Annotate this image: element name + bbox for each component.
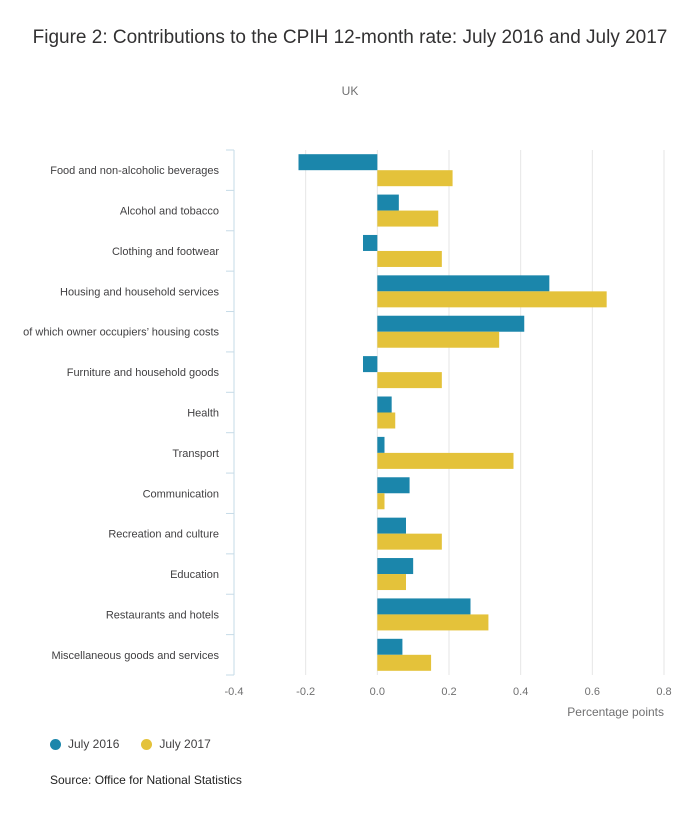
bar-july-2017[interactable]	[377, 291, 607, 308]
legend: July 2016 July 2017	[50, 737, 233, 751]
category-label: Communication	[143, 488, 219, 500]
x-axis-ticks: -0.4 -0.2 0.0 0.2 0.4 0.6 0.8	[225, 686, 672, 698]
legend-marker-july-2017	[141, 738, 153, 750]
category-label: Food and non-alcoholic beverages	[50, 165, 219, 177]
bar-july-2017[interactable]	[377, 170, 453, 187]
bar-july-2016[interactable]	[377, 275, 550, 292]
x-tick-label: 0.8	[656, 686, 671, 698]
category-label: Restaurants and hotels	[106, 609, 220, 621]
category-label: Miscellaneous goods and services	[51, 650, 219, 662]
gridlines	[305, 150, 665, 675]
bar-july-2016[interactable]	[377, 558, 414, 575]
legend-item-july-2017[interactable]: July 2017	[141, 737, 211, 751]
category-label: Clothing and footwear	[112, 246, 219, 258]
bar-july-2017[interactable]	[377, 614, 489, 631]
legend-marker-july-2016	[50, 738, 61, 750]
legend-label-july-2016: July 2016	[68, 737, 120, 751]
x-tick-label: 0.2	[441, 686, 456, 698]
bar-july-2017[interactable]	[377, 574, 406, 591]
legend-item-july-2016[interactable]: July 2016	[50, 737, 119, 751]
bar-july-2016[interactable]	[377, 436, 385, 453]
x-tick-label: 0.4	[513, 686, 528, 698]
x-tick-label: -0.4	[225, 686, 244, 698]
category-label: Furniture and household goods	[67, 367, 220, 379]
category-label: Alcohol and tobacco	[120, 206, 219, 218]
bar-july-2016[interactable]	[377, 477, 410, 494]
category-label: of which owner occupiers’ housing costs	[23, 327, 219, 339]
bar-july-2016[interactable]	[363, 234, 378, 251]
chart-title: Figure 2: Contributions to the CPIH 12-m…	[32, 27, 668, 48]
bar-july-2016[interactable]	[377, 315, 525, 332]
x-tick-label: 0.6	[585, 686, 600, 698]
source-note: Source: Office for National Statistics	[50, 773, 242, 787]
bar-july-2016[interactable]	[363, 356, 378, 373]
category-label: Education	[170, 569, 219, 581]
bar-july-2017[interactable]	[377, 493, 385, 510]
bar-july-2017[interactable]	[377, 452, 514, 469]
x-axis-title: Percentage points	[567, 705, 664, 719]
chart-subtitle: UK	[341, 84, 359, 98]
bar-july-2016[interactable]	[298, 154, 378, 171]
bar-july-2017[interactable]	[377, 331, 500, 348]
bar-july-2017[interactable]	[377, 210, 439, 227]
bar-july-2017[interactable]	[377, 372, 442, 389]
bar-july-2016[interactable]	[377, 396, 392, 413]
category-label: Health	[187, 408, 219, 420]
bar-july-2017[interactable]	[377, 412, 396, 429]
bar-july-2016[interactable]	[377, 194, 399, 211]
bar-july-2017[interactable]	[377, 533, 442, 550]
legend-label-july-2017: July 2017	[159, 737, 211, 751]
bars	[298, 154, 607, 671]
bar-july-2016[interactable]	[377, 638, 403, 655]
bar-july-2016[interactable]	[377, 598, 471, 615]
category-label: Housing and household services	[60, 286, 219, 298]
bar-july-2017[interactable]	[377, 250, 442, 267]
category-labels: Food and non-alcoholic beverages Alcohol …	[23, 165, 219, 662]
x-tick-label: 0.0	[370, 686, 385, 698]
category-label: Recreation and culture	[108, 529, 219, 541]
x-tick-label: -0.2	[296, 686, 315, 698]
bar-july-2017[interactable]	[377, 654, 432, 671]
category-label: Transport	[172, 448, 219, 460]
bar-july-2016[interactable]	[377, 517, 406, 534]
category-axis	[226, 149, 235, 676]
